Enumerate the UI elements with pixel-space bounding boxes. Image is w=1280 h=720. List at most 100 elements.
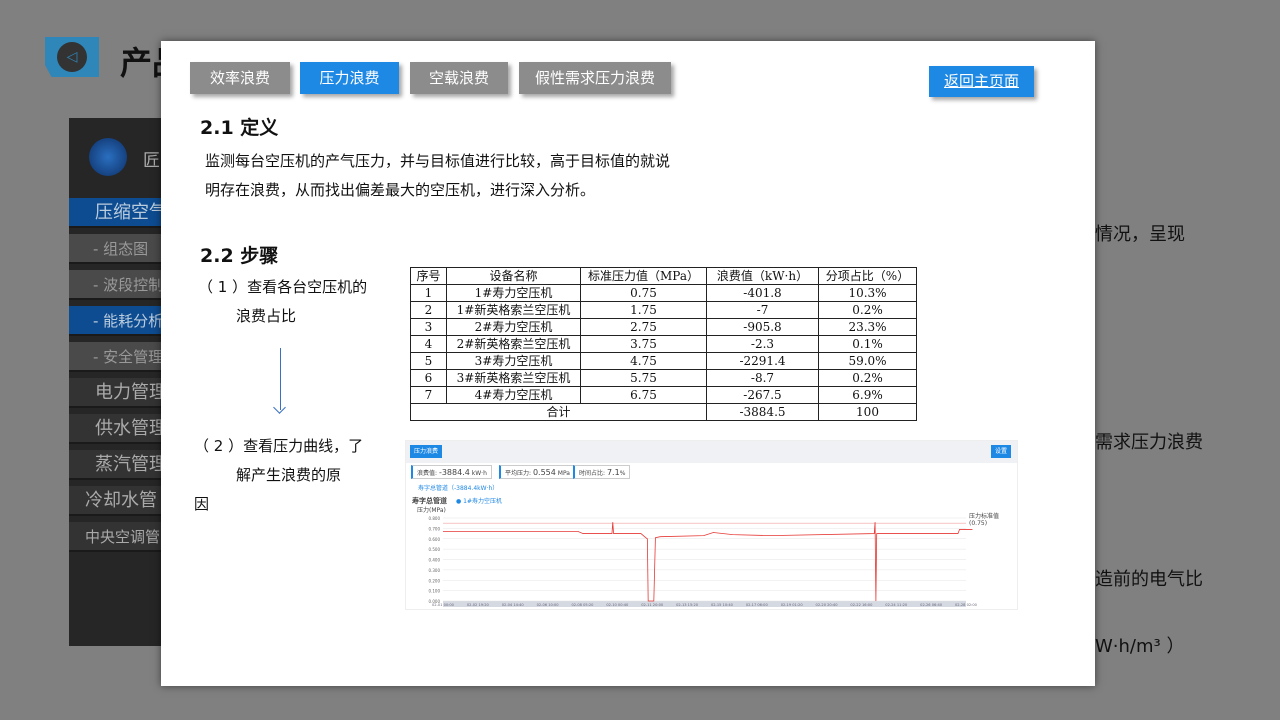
- table-row: 6 3#新英格索兰空压机 5.75 -8.7 0.2%: [410, 369, 917, 387]
- bg-text: W·h/m³ ）: [1095, 636, 1185, 657]
- table-cell: 设备名称: [446, 267, 581, 285]
- definition-heading: 2.1 定义: [200, 117, 279, 139]
- table-row: 2 1#新英格索兰空压机 1.75 -7 0.2%: [410, 301, 917, 319]
- pressure-line-chart: 0.000 0.100 0.200 0.300 0.400 0.500 0.600 0.700…: [429, 516, 978, 607]
- table-row: 5 3#寿力空压机 4.75 -2291.4 59.0%: [410, 352, 917, 370]
- step-2-text: （ 2 ）查看压力曲线，了 解产生浪费的原 因: [194, 432, 363, 519]
- x-tick-label: 02-04 14:40: [502, 603, 525, 607]
- y-tick-label: 0.700: [429, 526, 441, 531]
- settings-button[interactable]: 设置: [990, 445, 1011, 458]
- table-row: 4 2#新英格索兰空压机 3.75 -2.3 0.1%: [410, 335, 917, 353]
- pressure-series-line: [443, 522, 973, 602]
- sidebar-item[interactable]: 压缩空气: [69, 198, 169, 228]
- pressure-waste-title-button[interactable]: 压力浪费: [410, 445, 443, 458]
- chart-title: 寿字总管道: [412, 497, 447, 505]
- pressure-chart-screenshot: 压力浪费 设置 浪费值: -3884.4 kW·h 平均压力: 0.554 MP…: [405, 440, 1018, 610]
- table-cell: 4: [410, 335, 447, 353]
- table-cell: 2: [410, 301, 447, 319]
- table-cell: 1.75: [580, 301, 707, 319]
- y-tick-label: 0.000: [429, 599, 441, 604]
- table-cell: 5: [410, 352, 447, 370]
- table-cell: -401.8: [706, 284, 819, 302]
- x-tick-label: 02-26 06:40: [920, 603, 943, 607]
- sidebar-item[interactable]: 供水管理: [69, 414, 169, 444]
- y-tick-label: 0.800: [429, 516, 441, 521]
- sidebar-item[interactable]: - 组态图: [69, 234, 169, 264]
- x-tick-label: 02-28 02:00: [955, 603, 978, 607]
- sidebar: 匠 压缩空气 - 组态图 - 波段控制 - 能耗分析 - 安全管理 电力管理供水管理蒸汽管…: [69, 118, 169, 646]
- table-cell: 1#新英格索兰空压机: [446, 301, 581, 319]
- sidebar-item[interactable]: 中央空调管: [69, 522, 169, 552]
- kpi-time-ratio: 时间占比: 7.1%: [573, 465, 631, 479]
- table-cell: 100: [818, 403, 917, 421]
- table-cell: -3884.5: [706, 403, 819, 421]
- brand-name: 匠: [143, 151, 160, 171]
- table-cell: 0.1%: [818, 335, 917, 353]
- table-cell: 10.3%: [818, 284, 917, 302]
- table-cell: 0.2%: [818, 301, 917, 319]
- table-cell: 23.3%: [818, 318, 917, 336]
- tab-false-demand-waste[interactable]: 假性需求压力浪费: [519, 62, 671, 94]
- y-tick-label: 0.600: [429, 537, 441, 542]
- x-tick-label: 02-10 00:40: [606, 603, 629, 607]
- table-cell: 3#新英格索兰空压机: [446, 369, 581, 387]
- table-cell: 5.75: [580, 369, 707, 387]
- table-cell: 1#寿力空压机: [446, 284, 581, 302]
- x-tick-label: 02-06 10:00: [537, 603, 560, 607]
- x-tick-label: 02-20 20:40: [816, 603, 839, 607]
- text-line: 监测每台空压机的产气压力，并与目标值进行比较，高于目标值的就说: [205, 152, 671, 170]
- legend-item[interactable]: ● 1#寿力空压机: [456, 498, 503, 505]
- x-tick-label: 02-13 15:20: [676, 603, 699, 607]
- tab-efficiency-waste[interactable]: 效率浪费: [190, 62, 290, 94]
- table-cell: -2291.4: [706, 352, 819, 370]
- pipeline-link[interactable]: 寿字总管道（-3884.4kW·h）: [418, 485, 499, 492]
- y-tick-label: 0.400: [429, 558, 441, 563]
- x-tick-label: 02-11 20:00: [641, 603, 664, 607]
- table-cell: 3.75: [580, 335, 707, 353]
- return-home-button[interactable]: 返回主页面: [929, 66, 1034, 97]
- x-axis-band: [443, 601, 966, 607]
- definition-text: 监测每台空压机的产气压力，并与目标值进行比较，高于目标值的就说 明存在浪费，从而…: [205, 147, 670, 205]
- table-row: 1 1#寿力空压机 0.75 -401.8 10.3%: [410, 284, 917, 302]
- step-1-text: （ 1 ）查看各台空压机的 浪费占比: [198, 273, 367, 331]
- y-tick-label: 0.100: [429, 589, 441, 594]
- x-tick-label: 02-19 01:20: [781, 603, 804, 607]
- target-label: 压力标准值 (0.75): [969, 513, 1000, 527]
- table-cell: 浪费值（kW·h）: [706, 267, 819, 285]
- x-tick-label: 02-24 11:20: [885, 603, 908, 607]
- y-axis-label: 压力(MPa): [417, 507, 446, 514]
- table-row: 7 4#寿力空压机 6.75 -267.5 6.9%: [410, 386, 917, 404]
- tab-idle-waste[interactable]: 空载浪费: [410, 62, 508, 94]
- text-line: 浪费占比: [236, 307, 297, 325]
- text-line: 因: [194, 495, 210, 513]
- back-button[interactable]: ◁: [45, 37, 99, 77]
- sidebar-item[interactable]: 电力管理: [69, 378, 169, 408]
- bg-text: 造前的电气比: [1095, 569, 1203, 590]
- table-cell: 6: [410, 369, 447, 387]
- x-tick-label: 02-08 05:20: [571, 603, 594, 607]
- x-tick-label: 02-17 06:00: [746, 603, 769, 607]
- sidebar-item[interactable]: - 安全管理: [69, 342, 169, 372]
- table-cell: 6.75: [580, 386, 707, 404]
- table-cell: -7: [706, 301, 819, 319]
- table-cell: 3#寿力空压机: [446, 352, 581, 370]
- table-cell: 4#寿力空压机: [446, 386, 581, 404]
- x-tick-label: 02-02 19:20: [467, 603, 490, 607]
- x-tick-label: 02-01 00:00: [432, 603, 455, 607]
- table-row: 3 2#寿力空压机 2.75 -905.8 23.3%: [410, 318, 917, 336]
- down-arrow-icon: [280, 348, 281, 410]
- sidebar-item[interactable]: 冷却水管: [69, 486, 169, 516]
- table-cell: 0.2%: [818, 369, 917, 387]
- table-cell: 2#新英格索兰空压机: [446, 335, 581, 353]
- table-cell: 0.75: [580, 284, 707, 302]
- x-tick-label: 02-15 10:40: [711, 603, 734, 607]
- sidebar-item[interactable]: - 能耗分析: [69, 306, 169, 336]
- table-cell: 分项占比（%）: [818, 267, 917, 285]
- sidebar-item[interactable]: 蒸汽管理: [69, 450, 169, 480]
- back-arrow-icon: ◁: [57, 42, 87, 72]
- table-cell: 6.9%: [818, 386, 917, 404]
- table-cell: -905.8: [706, 318, 819, 336]
- tab-pressure-waste[interactable]: 压力浪费: [300, 62, 399, 94]
- panel-header: [406, 441, 1017, 463]
- sidebar-item[interactable]: - 波段控制: [69, 270, 169, 300]
